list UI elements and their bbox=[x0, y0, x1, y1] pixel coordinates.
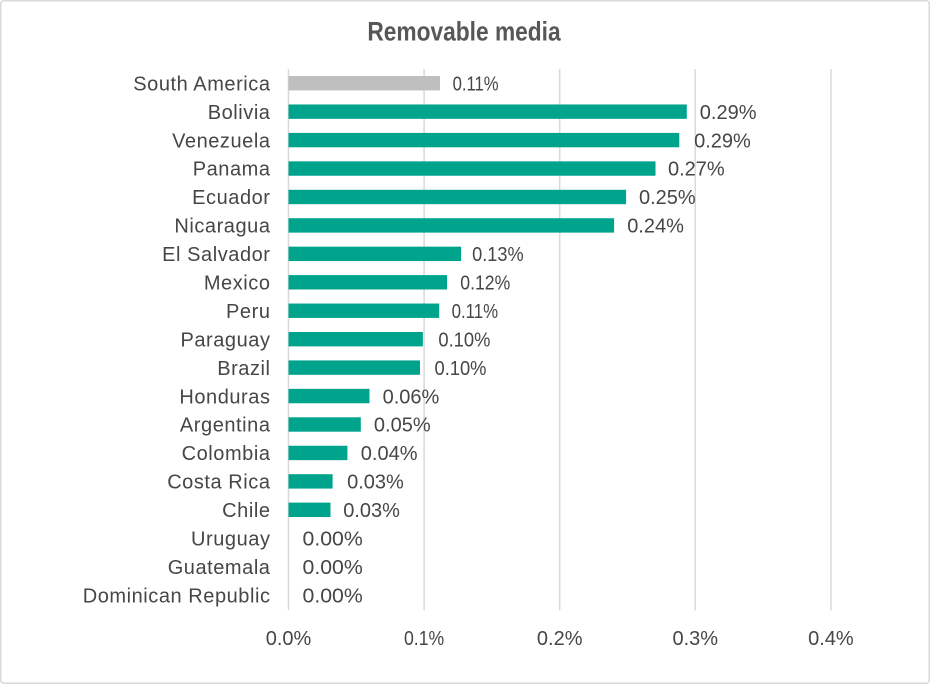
svg-text:0.04%: 0.04% bbox=[361, 443, 418, 465]
svg-text:0.12%: 0.12% bbox=[460, 273, 510, 295]
svg-text:Uruguay: Uruguay bbox=[191, 528, 270, 550]
svg-text:0.03%: 0.03% bbox=[343, 500, 400, 522]
svg-text:0.4%: 0.4% bbox=[808, 628, 854, 650]
svg-text:0.05%: 0.05% bbox=[374, 415, 431, 437]
svg-text:0.10%: 0.10% bbox=[438, 329, 490, 351]
svg-text:Honduras: Honduras bbox=[179, 386, 270, 408]
svg-text:0.13%: 0.13% bbox=[472, 244, 524, 266]
svg-text:0.11%: 0.11% bbox=[452, 301, 499, 323]
svg-text:0.06%: 0.06% bbox=[383, 386, 440, 408]
svg-text:Mexico: Mexico bbox=[204, 273, 271, 295]
svg-text:0.2%: 0.2% bbox=[537, 628, 583, 650]
svg-text:Brazil: Brazil bbox=[217, 358, 270, 380]
svg-text:0.10%: 0.10% bbox=[435, 358, 487, 380]
svg-text:Argentina: Argentina bbox=[180, 415, 271, 437]
svg-text:Dominican Republic: Dominican Republic bbox=[83, 585, 271, 607]
svg-text:0.1%: 0.1% bbox=[404, 628, 444, 650]
svg-text:Bolivia: Bolivia bbox=[208, 102, 271, 124]
svg-text:0.00%: 0.00% bbox=[303, 528, 364, 550]
svg-text:Removable media: Removable media bbox=[367, 17, 561, 47]
svg-text:Nicaragua: Nicaragua bbox=[174, 216, 270, 238]
svg-text:Venezuela: Venezuela bbox=[172, 130, 271, 152]
svg-text:0.00%: 0.00% bbox=[303, 585, 364, 607]
svg-text:Guatemala: Guatemala bbox=[168, 557, 271, 579]
svg-text:Panama: Panama bbox=[193, 159, 271, 181]
svg-text:South America: South America bbox=[133, 73, 271, 95]
svg-text:0.25%: 0.25% bbox=[639, 187, 696, 209]
svg-text:0.27%: 0.27% bbox=[668, 159, 725, 181]
svg-text:Colombia: Colombia bbox=[182, 443, 271, 465]
svg-text:0.24%: 0.24% bbox=[627, 216, 684, 238]
svg-text:0.29%: 0.29% bbox=[694, 130, 751, 152]
svg-text:0.11%: 0.11% bbox=[453, 73, 499, 95]
svg-text:0.00%: 0.00% bbox=[303, 557, 364, 579]
svg-text:Paraguay: Paraguay bbox=[180, 329, 270, 351]
svg-text:0.29%: 0.29% bbox=[700, 102, 757, 124]
svg-text:Ecuador: Ecuador bbox=[192, 187, 270, 209]
svg-text:0.03%: 0.03% bbox=[347, 472, 404, 494]
svg-text:Costa Rica: Costa Rica bbox=[167, 472, 271, 494]
svg-text:Peru: Peru bbox=[226, 301, 270, 323]
svg-text:El Salvador: El Salvador bbox=[162, 244, 270, 266]
svg-text:Chile: Chile bbox=[222, 500, 270, 522]
svg-text:0.0%: 0.0% bbox=[266, 628, 312, 650]
svg-text:0.3%: 0.3% bbox=[673, 628, 719, 650]
